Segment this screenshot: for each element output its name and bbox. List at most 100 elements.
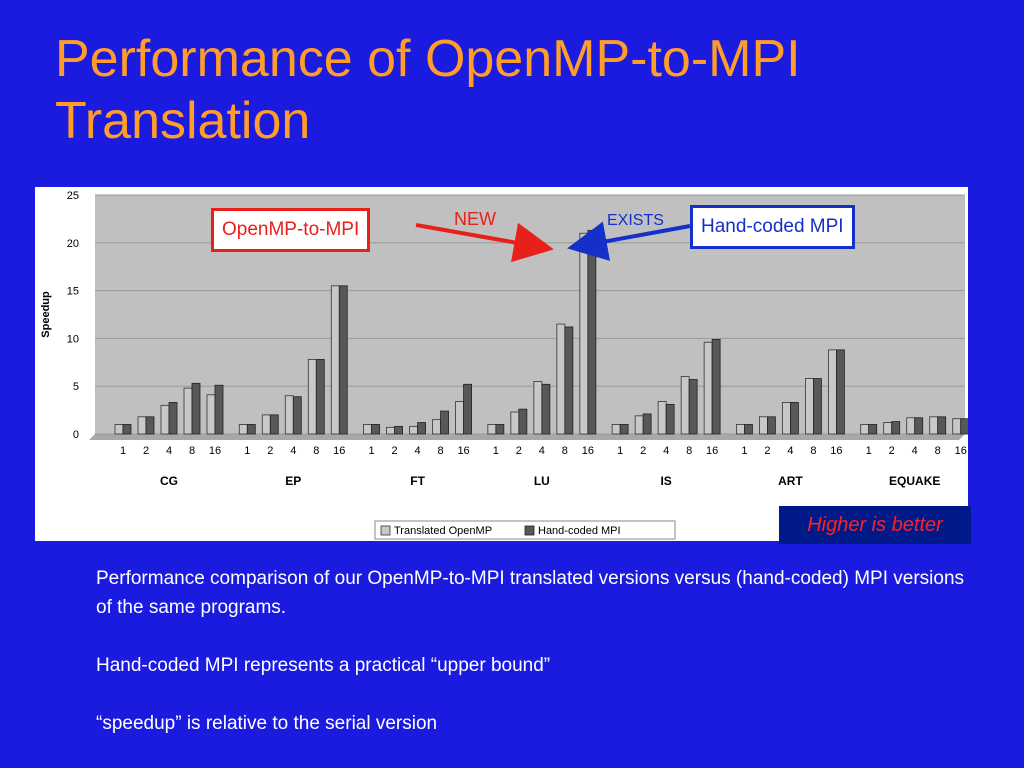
- x-tick-label: 1: [617, 445, 623, 457]
- x-tick-label: 8: [935, 445, 941, 457]
- y-tick-label: 0: [73, 429, 79, 441]
- description-para-3: “speedup” is relative to the serial vers…: [96, 713, 438, 734]
- x-tick-label: 1: [493, 445, 499, 457]
- bar-handcoded: [417, 422, 426, 435]
- group-label: CG: [160, 474, 178, 488]
- title-line-2: Translation: [55, 92, 311, 150]
- bar-translated: [657, 401, 667, 435]
- bar-translated: [759, 416, 768, 435]
- bar-translated: [634, 415, 644, 435]
- y-tick-label: 20: [67, 238, 79, 250]
- bar-handcoded: [191, 382, 201, 435]
- x-tick-label: 1: [866, 445, 872, 457]
- x-tick-label: 8: [438, 445, 444, 457]
- x-tick-label: 2: [640, 445, 646, 457]
- x-tick-label: 4: [663, 445, 669, 457]
- bar-handcoded: [790, 402, 799, 435]
- bar-handcoded: [767, 416, 776, 435]
- x-tick-label: 4: [787, 445, 793, 457]
- y-tick-label: 5: [73, 381, 79, 393]
- group-label: LU: [534, 474, 550, 488]
- bar-translated: [432, 419, 441, 435]
- bar-translated: [782, 402, 791, 435]
- bar-translated: [579, 232, 589, 435]
- bar-translated: [860, 424, 870, 435]
- bar-translated: [386, 426, 395, 435]
- x-tick-label: 16: [830, 445, 842, 457]
- group-label: FT: [410, 474, 425, 488]
- bar-handcoded: [440, 410, 449, 435]
- group-label: ART: [778, 474, 803, 488]
- bar-handcoded: [564, 326, 574, 435]
- x-tick-label: 2: [392, 445, 398, 457]
- x-tick-label: 16: [955, 445, 967, 457]
- bar-handcoded: [891, 421, 901, 435]
- higher-is-better-badge: Higher is better: [779, 506, 971, 544]
- x-tick-label: 2: [889, 445, 895, 457]
- bar-translated: [828, 349, 837, 435]
- bar-handcoded: [145, 416, 155, 435]
- bar-translated: [703, 341, 713, 435]
- exists-label: EXISTS: [607, 212, 664, 229]
- legend-label-handcoded: Hand-coded MPI: [538, 525, 621, 537]
- bar-translated: [736, 424, 745, 435]
- new-label: NEW: [454, 209, 496, 229]
- bar-handcoded: [315, 359, 325, 435]
- bar-handcoded: [619, 424, 629, 435]
- bar-handcoded: [937, 416, 947, 435]
- x-tick-label: 16: [209, 445, 221, 457]
- bar-handcoded: [813, 378, 822, 435]
- bar-handcoded: [269, 414, 279, 435]
- bar-handcoded: [665, 403, 675, 435]
- bar-handcoded: [371, 424, 380, 435]
- x-tick-label: 8: [686, 445, 692, 457]
- x-tick-label: 16: [333, 445, 345, 457]
- bar-translated: [363, 424, 372, 435]
- x-tick-label: 16: [706, 445, 718, 457]
- x-tick-label: 2: [516, 445, 522, 457]
- x-tick-label: 16: [582, 445, 594, 457]
- x-tick-label: 4: [415, 445, 421, 457]
- bar-handcoded: [495, 424, 505, 435]
- y-axis-label: Speedup: [40, 291, 52, 338]
- bar-translated: [952, 418, 962, 435]
- hand-coded-mpi-callout: Hand-coded MPI: [690, 205, 855, 249]
- openmp-to-mpi-callout: OpenMP-to-MPI: [211, 208, 371, 252]
- legend-swatch-translated: [380, 525, 391, 536]
- bar-handcoded: [541, 383, 551, 435]
- bar-handcoded: [960, 418, 968, 435]
- x-tick-label: 4: [912, 445, 918, 457]
- group-label: IS: [660, 474, 671, 488]
- bar-translated: [114, 424, 124, 435]
- bar-handcoded: [214, 384, 224, 435]
- x-tick-label: 4: [166, 445, 172, 457]
- bar-handcoded: [292, 396, 302, 435]
- bar-handcoded: [463, 383, 472, 435]
- bar-handcoded: [518, 408, 528, 435]
- bar-translated: [805, 378, 814, 435]
- x-tick-label: 4: [539, 445, 545, 457]
- bar-translated: [409, 425, 418, 435]
- x-tick-label: 2: [764, 445, 770, 457]
- x-tick-label: 1: [244, 445, 250, 457]
- x-tick-label: 1: [741, 445, 747, 457]
- x-tick-label: 8: [810, 445, 816, 457]
- x-tick-label: 8: [313, 445, 319, 457]
- plot-floor: [89, 434, 965, 440]
- bar-translated: [680, 376, 690, 435]
- slide-title: Performance of OpenMP-to-MPI Translation: [55, 28, 995, 152]
- bar-translated: [206, 394, 216, 435]
- x-tick-label: 1: [369, 445, 375, 457]
- bar-handcoded: [836, 349, 845, 435]
- y-tick-label: 10: [67, 333, 79, 345]
- bar-handcoded: [642, 413, 652, 435]
- description: Performance comparison of our OpenMP-to-…: [96, 564, 976, 767]
- legend-swatch-handcoded: [524, 525, 535, 536]
- bar-translated: [238, 424, 248, 435]
- bar-translated: [330, 285, 340, 435]
- bar-translated: [455, 401, 464, 435]
- x-tick-label: 8: [562, 445, 568, 457]
- bar-handcoded: [744, 424, 753, 435]
- x-tick-label: 16: [457, 445, 469, 457]
- bar-handcoded: [711, 338, 721, 435]
